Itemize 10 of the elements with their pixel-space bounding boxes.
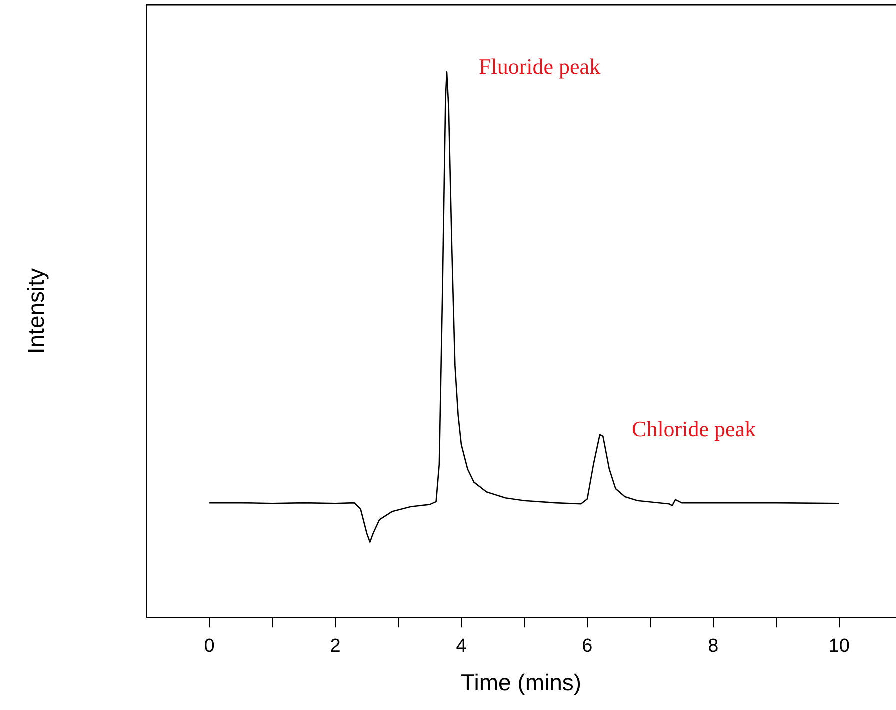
x-tick-label: 4 bbox=[456, 636, 468, 658]
x-tick-label: 10 bbox=[828, 636, 850, 658]
y-axis-title: Intensity bbox=[23, 268, 50, 354]
annotation: Fluoride peak bbox=[478, 54, 601, 79]
x-tick-label: 2 bbox=[330, 636, 341, 658]
x-tick-label: 8 bbox=[708, 636, 719, 658]
x-tick-label: 6 bbox=[582, 636, 593, 658]
annotation: Chloride peak bbox=[632, 416, 756, 442]
x-tick-label: 0 bbox=[204, 636, 215, 658]
x-axis-title: Time (mins) bbox=[461, 670, 582, 696]
